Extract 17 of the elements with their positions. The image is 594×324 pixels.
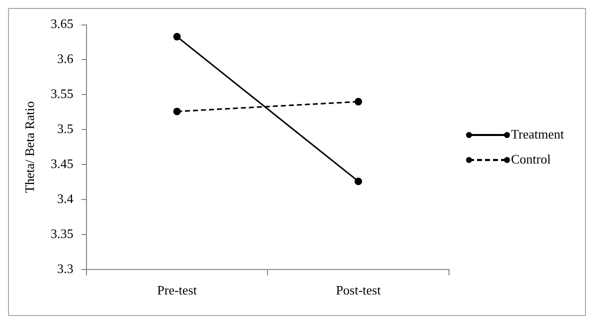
y-tick-label: 3.6: [57, 51, 74, 66]
y-axis-title: Theta/ Beta Ratio: [22, 101, 38, 193]
y-tick-label: 3.35: [50, 226, 74, 241]
y-tick-label: 3.45: [50, 156, 74, 171]
point: [173, 108, 181, 116]
y-tick-label: 3.5: [57, 121, 74, 136]
x-tick-label: Post-test: [336, 282, 382, 298]
point: [173, 32, 181, 40]
y-tick-label: 3.4: [57, 190, 74, 206]
y-tick-label: 3.3: [57, 260, 74, 276]
point: [354, 98, 362, 106]
legend-label: Control: [511, 151, 552, 166]
y-tick-label: 3.65: [50, 16, 74, 32]
point: [354, 178, 362, 186]
y-tick-label: 3.55: [50, 86, 74, 102]
legend-label: Treatment: [511, 126, 564, 142]
x-tick-label: Pre-test: [157, 282, 198, 298]
